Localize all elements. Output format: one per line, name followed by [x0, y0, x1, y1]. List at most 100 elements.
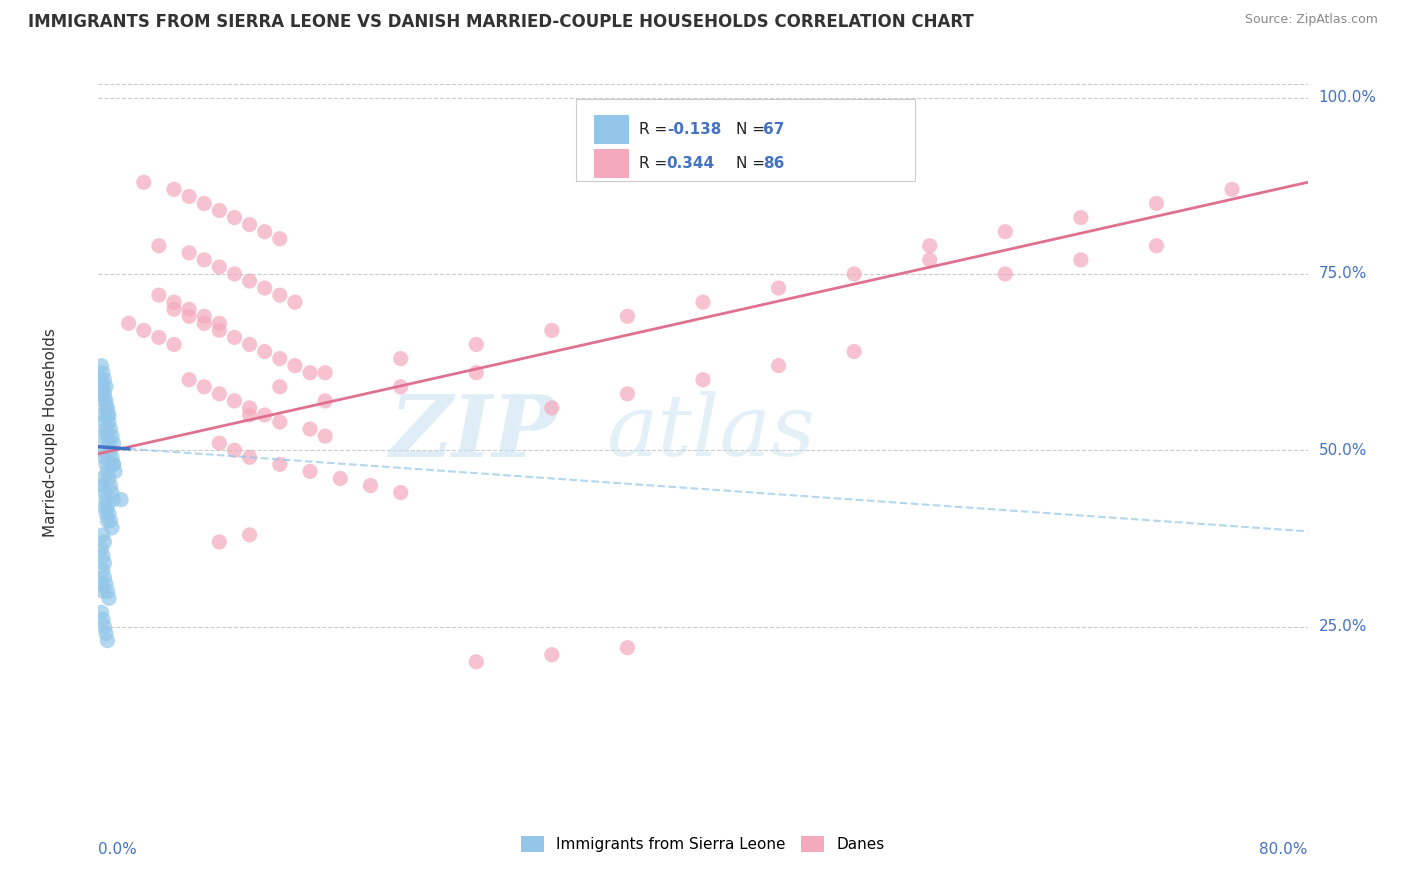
Point	[465, 366, 488, 380]
Point	[163, 182, 186, 196]
Point	[284, 295, 307, 310]
Point	[299, 422, 322, 436]
Point	[93, 619, 115, 633]
Point	[93, 535, 115, 549]
FancyBboxPatch shape	[576, 99, 915, 181]
Point	[465, 655, 488, 669]
Point	[98, 415, 121, 429]
Point	[98, 436, 121, 450]
Point	[93, 485, 115, 500]
Point	[299, 366, 322, 380]
Point	[918, 239, 941, 253]
Text: IMMIGRANTS FROM SIERRA LEONE VS DANISH MARRIED-COUPLE HOUSEHOLDS CORRELATION CHA: IMMIGRANTS FROM SIERRA LEONE VS DANISH M…	[28, 13, 974, 31]
Point	[1144, 239, 1167, 253]
Point	[239, 337, 262, 351]
Text: 75.0%: 75.0%	[1319, 267, 1367, 282]
Point	[1070, 211, 1092, 225]
Point	[179, 245, 201, 260]
Point	[616, 310, 638, 324]
Point	[224, 443, 246, 458]
Point	[101, 521, 124, 535]
Point	[98, 591, 121, 606]
Point	[193, 380, 215, 394]
Point	[239, 450, 262, 465]
Point	[163, 302, 186, 317]
Text: Married-couple Households: Married-couple Households	[42, 328, 58, 537]
Point	[314, 366, 336, 380]
Point	[768, 359, 790, 373]
Point	[389, 485, 412, 500]
Point	[692, 295, 714, 310]
Point	[616, 387, 638, 401]
Text: R =: R =	[638, 156, 672, 171]
Point	[994, 225, 1017, 239]
Point	[299, 464, 322, 478]
Point	[239, 408, 262, 422]
Point	[269, 415, 291, 429]
Point	[100, 422, 122, 436]
Point	[692, 373, 714, 387]
Point	[179, 310, 201, 324]
Point	[90, 577, 112, 591]
Point	[91, 366, 114, 380]
Point	[208, 260, 231, 274]
Point	[224, 330, 246, 344]
FancyBboxPatch shape	[595, 115, 630, 144]
Point	[100, 478, 122, 492]
Point	[91, 478, 114, 492]
Text: R =: R =	[638, 121, 672, 136]
Point	[269, 288, 291, 302]
Point	[269, 380, 291, 394]
Point	[179, 373, 201, 387]
Point	[90, 429, 112, 443]
Point	[1070, 252, 1092, 267]
Point	[224, 267, 246, 281]
Point	[1220, 182, 1243, 196]
Text: Source: ZipAtlas.com: Source: ZipAtlas.com	[1244, 13, 1378, 27]
Point	[93, 387, 115, 401]
Point	[94, 626, 117, 640]
Point	[465, 337, 488, 351]
Point	[103, 436, 125, 450]
Point	[540, 648, 562, 662]
Point	[224, 393, 246, 408]
Point	[540, 401, 562, 415]
Point	[100, 514, 122, 528]
Point	[101, 485, 124, 500]
Point	[98, 408, 121, 422]
Point	[104, 464, 127, 478]
Text: N =: N =	[735, 121, 769, 136]
Point	[208, 316, 231, 330]
Text: -0.138: -0.138	[666, 121, 721, 136]
Point	[98, 507, 121, 521]
Point	[239, 401, 262, 415]
Point	[179, 302, 201, 317]
Point	[90, 541, 112, 556]
Point	[91, 528, 114, 542]
FancyBboxPatch shape	[595, 150, 630, 178]
Point	[91, 584, 114, 599]
Point	[101, 450, 124, 465]
Point	[208, 323, 231, 337]
Text: 86: 86	[763, 156, 785, 171]
Point	[94, 507, 117, 521]
Point	[91, 387, 114, 401]
Text: 0.344: 0.344	[666, 156, 714, 171]
Text: 67: 67	[763, 121, 785, 136]
Point	[616, 640, 638, 655]
Point	[90, 359, 112, 373]
Point	[91, 380, 114, 394]
Point	[93, 450, 115, 465]
Point	[93, 500, 115, 514]
Point	[110, 492, 132, 507]
Point	[96, 584, 118, 599]
Point	[314, 429, 336, 443]
Text: 25.0%: 25.0%	[1319, 619, 1367, 634]
Point	[90, 471, 112, 485]
Legend: Immigrants from Sierra Leone, Danes: Immigrants from Sierra Leone, Danes	[515, 830, 891, 858]
Text: N =: N =	[735, 156, 769, 171]
Point	[91, 443, 114, 458]
Point	[148, 288, 170, 302]
Point	[253, 344, 276, 359]
Point	[91, 612, 114, 626]
